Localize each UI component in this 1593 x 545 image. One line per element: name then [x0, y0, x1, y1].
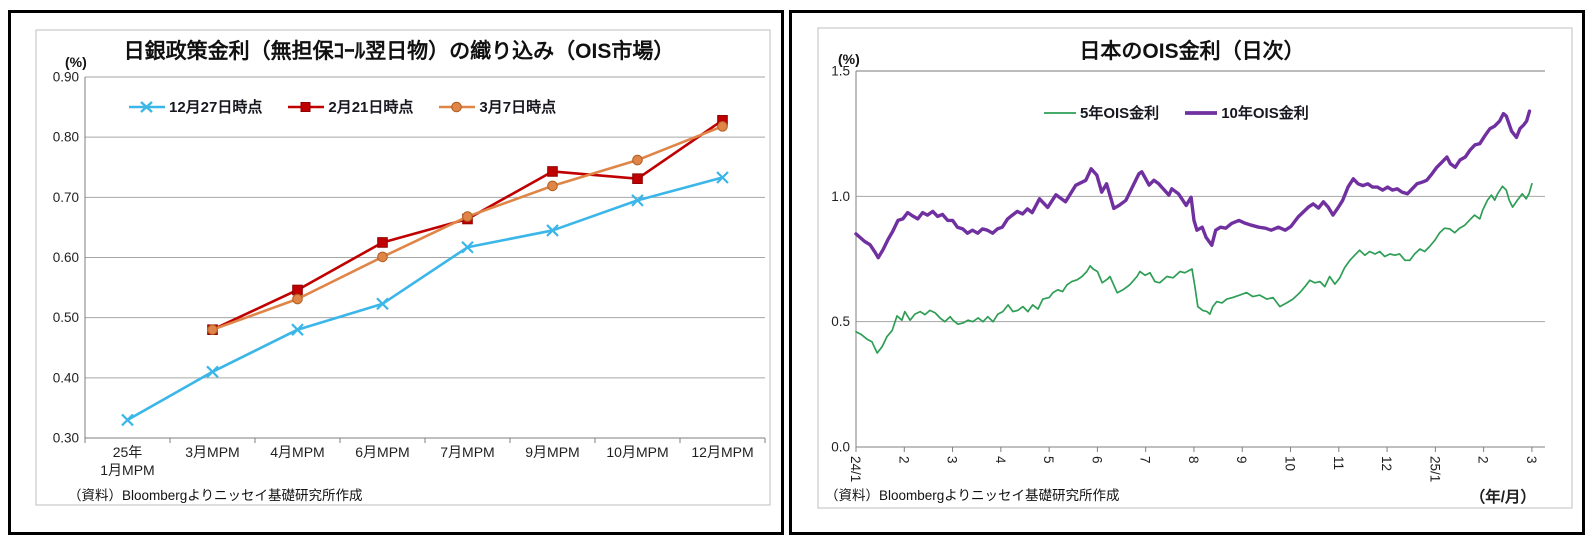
svg-text:9月MPM: 9月MPM	[525, 444, 579, 460]
left-unit-label: (%)	[65, 54, 87, 70]
svg-text:3: 3	[1524, 456, 1539, 464]
right-x-labels: 24/1 2 3 4 5 6 7 8 9 10 11 12 25/1 2 3 （年/月）	[848, 456, 1539, 506]
svg-text:0.60: 0.60	[53, 250, 79, 265]
thin-green-line-icon	[1044, 111, 1076, 114]
right-series-1	[854, 109, 1532, 260]
svg-text:11: 11	[1331, 456, 1346, 470]
svg-text:25年: 25年	[113, 444, 143, 460]
left-series-2	[207, 121, 728, 336]
svg-text:3: 3	[945, 456, 960, 464]
left-legend: 12月27日時点 2月21日時点 3月7日時点	[129, 96, 582, 117]
legend-label-mar7: 3月7日時点	[479, 99, 557, 116]
left-series-0	[121, 171, 729, 427]
svg-text:3月MPM: 3月MPM	[185, 444, 239, 460]
left-axes: 0.90 0.80 0.70 0.60 0.50 0.40 0.30	[53, 70, 766, 446]
svg-text:6: 6	[1089, 456, 1104, 464]
svg-text:10: 10	[1283, 456, 1298, 471]
svg-text:0.0: 0.0	[831, 440, 850, 455]
svg-text:0.70: 0.70	[53, 190, 79, 205]
svg-text:9: 9	[1234, 456, 1249, 464]
svg-text:7: 7	[1138, 456, 1153, 464]
svg-text:24/1: 24/1	[848, 456, 863, 482]
circle-marker-line-icon	[439, 101, 476, 112]
japan-ois-rate-chart-panel: 1.5 1.0 0.5 0.0 24/1 2 3 4 5 6 7 8 9 10 11 12 25/1 2 3 （年/月…	[789, 10, 1585, 535]
svg-text:7月MPM: 7月MPM	[440, 444, 494, 460]
svg-text:0.5: 0.5	[831, 314, 850, 329]
left-x-labels: 25年 1月MPM 3月MPM 4月MPM 6月MPM 7月MPM 9月MPM 10月MPM 1…	[100, 444, 753, 478]
svg-text:0.30: 0.30	[53, 431, 79, 446]
svg-text:1月MPM: 1月MPM	[100, 462, 154, 478]
svg-text:4: 4	[993, 456, 1008, 464]
left-source-note: （資料）Bloombergよりニッセイ基礎研究所作成	[68, 488, 363, 503]
svg-text:（年/月）: （年/月）	[1470, 487, 1536, 506]
right-legend: 5年OIS金利 10年OIS金利	[1044, 102, 1335, 123]
boj-policy-rate-plot: 0.90 0.80 0.70 0.60 0.50 0.40 0.30 25年 1月MPM 3月MP…	[35, 29, 771, 506]
legend-label-5y: 5年OIS金利	[1080, 105, 1160, 122]
legend-item-feb21: 2月21日時点	[288, 96, 413, 117]
boj-policy-rate-chart-panel: 0.90 0.80 0.70 0.60 0.50 0.40 0.30 25年 1月MPM 3月MP…	[8, 10, 784, 535]
right-axes: 1.5 1.0 0.5 0.0	[831, 64, 1545, 455]
svg-text:6月MPM: 6月MPM	[355, 444, 409, 460]
svg-text:12: 12	[1379, 456, 1394, 471]
svg-text:0.80: 0.80	[53, 130, 79, 145]
legend-label-feb21: 2月21日時点	[328, 99, 414, 116]
svg-text:25/1: 25/1	[1427, 456, 1442, 482]
japan-ois-rate-plot: 1.5 1.0 0.5 0.024/1 2 3 4 5 6 7 8 9 10 11 12 25/1 2 3 （年/月…	[817, 27, 1573, 509]
svg-text:10月MPM: 10月MPM	[606, 444, 668, 460]
legend-label-10y: 10年OIS金利	[1221, 105, 1309, 122]
legend-label-dec27: 12月27日時点	[169, 99, 263, 116]
legend-item-dec27: 12月27日時点	[129, 96, 262, 117]
svg-text:5: 5	[1041, 456, 1056, 464]
svg-text:8: 8	[1186, 456, 1201, 464]
legend-item-5y: 5年OIS金利	[1044, 102, 1159, 123]
right-series-0	[855, 182, 1533, 354]
svg-text:12月MPM: 12月MPM	[691, 444, 753, 460]
legend-item-mar7: 3月7日時点	[439, 96, 556, 117]
thick-purple-line-icon	[1185, 110, 1218, 115]
svg-text:0.90: 0.90	[53, 70, 79, 85]
x-marker-line-icon	[129, 100, 165, 113]
right-chart-title: 日本のOIS金利（日次）	[1079, 40, 1305, 63]
svg-text:1.5: 1.5	[831, 64, 850, 79]
svg-text:2: 2	[1476, 456, 1491, 464]
legend-item-10y: 10年OIS金利	[1185, 102, 1309, 123]
svg-text:0.40: 0.40	[53, 370, 79, 385]
left-series-1	[207, 115, 728, 335]
square-marker-line-icon	[288, 101, 325, 112]
svg-text:0.50: 0.50	[53, 310, 79, 325]
svg-text:1.0: 1.0	[831, 189, 850, 204]
left-chart-title: 日銀政策金利（無担保ｺｰﾙ翌日物）の織り込み（OIS市場）	[123, 40, 675, 63]
svg-text:4月MPM: 4月MPM	[270, 444, 324, 460]
right-unit-label: (%)	[838, 51, 860, 67]
right-source-note: （資料）Bloombergよりニッセイ基礎研究所作成	[825, 488, 1120, 503]
svg-text:2: 2	[896, 456, 911, 464]
